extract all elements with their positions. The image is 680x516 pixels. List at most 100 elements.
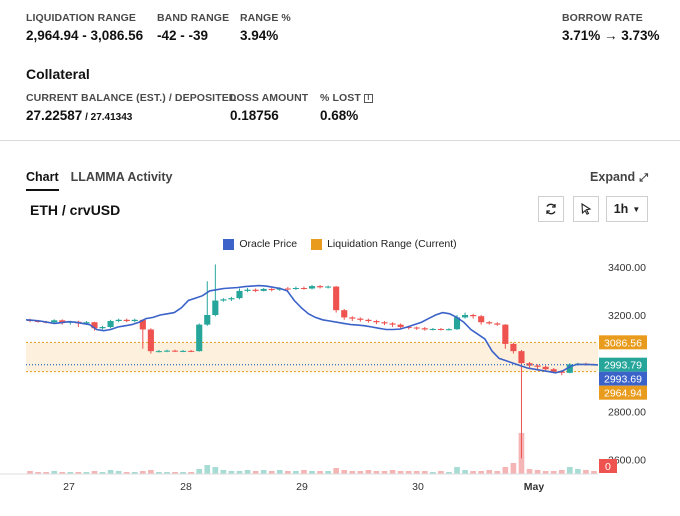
volume-bar	[438, 471, 444, 474]
volume-bar	[502, 467, 509, 474]
collateral-title: Collateral	[26, 66, 90, 82]
pct-lost-header: % LOST i	[320, 92, 373, 104]
tab-chart[interactable]: Chart	[26, 170, 59, 191]
candle-body	[325, 286, 332, 288]
volume-bar	[462, 470, 468, 474]
volume-bar	[123, 472, 130, 474]
refresh-button[interactable]	[538, 196, 564, 222]
candle-body	[252, 289, 259, 291]
expand-button[interactable]: Expand ⤢	[590, 170, 648, 185]
oracle-price-swatch	[223, 238, 235, 250]
range-pct-value: 3.94%	[240, 28, 279, 43]
volume-bar	[341, 470, 348, 474]
candle-body	[204, 315, 211, 325]
candle-body	[373, 321, 380, 323]
timeframe-select[interactable]: 1h ▼	[606, 196, 648, 222]
volume-bar	[180, 472, 186, 474]
candle-body	[115, 319, 122, 322]
volume-bar	[381, 471, 388, 474]
volume-bar	[107, 470, 114, 474]
volume-bar	[446, 472, 452, 474]
candle-body	[453, 317, 461, 330]
candle-body	[470, 315, 477, 317]
volume-bar	[67, 472, 74, 474]
volume-bar	[397, 471, 404, 474]
candle-body	[292, 288, 299, 290]
candle-body	[518, 351, 525, 364]
candle-body	[478, 316, 485, 323]
x-tick-label: May	[524, 481, 545, 493]
candle-body	[260, 288, 267, 291]
volume-bar	[550, 471, 557, 474]
volume-tag	[599, 459, 617, 473]
x-tick-label: 28	[180, 481, 192, 493]
candle-body	[357, 318, 364, 320]
borrow-rate-label: BORROW RATE	[562, 12, 643, 24]
candle-body	[566, 364, 573, 373]
volume-bar	[220, 470, 227, 474]
candle-body	[349, 317, 356, 319]
liquidation-band	[26, 342, 598, 372]
volume-bar	[494, 471, 501, 474]
price-tag-label: 2993.79	[604, 360, 642, 372]
chart-legend: Oracle Price Liquidation Range (Current)	[0, 238, 680, 250]
y-tick-label: 2600.00	[608, 455, 646, 467]
range-pct-stat: RANGE % 3.94%	[240, 12, 291, 43]
candle-body	[405, 327, 412, 329]
expand-label: Expand	[590, 170, 636, 184]
volume-bar	[139, 471, 146, 474]
refresh-icon	[546, 203, 556, 215]
band-range-value: -42 - -39	[157, 28, 209, 43]
volume-bar	[558, 470, 565, 474]
price-tag	[599, 335, 647, 350]
legend-liquidation-label: Liquidation Range (Current)	[327, 238, 457, 250]
section-divider	[0, 140, 680, 141]
volume-bar	[309, 471, 315, 474]
chart-tabs: Chart LLAMMA Activity	[26, 170, 173, 191]
volume-bar	[534, 470, 541, 474]
y-tick-label: 3400.00	[608, 262, 646, 274]
volume-bar	[470, 471, 476, 474]
loss-amount-stat: LOSS AMOUNT 0.18756	[230, 92, 308, 123]
volume-bar	[204, 465, 211, 474]
liquidation-range-stat: LIQUIDATION RANGE 2,964.94 - 3,086.56	[26, 12, 143, 43]
volume-bar	[583, 470, 589, 474]
candle-body	[83, 322, 90, 324]
volume-bar	[510, 463, 517, 474]
y-tick-label: 2800.00	[608, 406, 646, 418]
candle-body	[462, 315, 469, 318]
candle-body	[107, 321, 114, 328]
volume-bar	[131, 472, 138, 474]
volume-bar	[156, 472, 162, 474]
volume-bar	[301, 470, 307, 474]
volume-bar	[188, 472, 194, 474]
candle-body	[284, 288, 291, 290]
price-tag	[599, 357, 647, 372]
volume-bar	[526, 469, 533, 474]
volume-bar	[276, 470, 283, 474]
info-icon[interactable]: i	[363, 93, 373, 103]
legend-oracle-label: Oracle Price	[239, 238, 298, 250]
loss-amount-value: 0.18756	[230, 108, 279, 123]
volume-bar	[349, 471, 356, 474]
x-tick-label: 29	[296, 481, 308, 493]
volume-bar	[268, 471, 275, 474]
candle-body	[188, 350, 195, 352]
price-tag-label: 2964.94	[604, 388, 642, 400]
liquidation-range-swatch	[311, 238, 323, 250]
volume-bar	[325, 471, 331, 474]
tab-llamma-activity[interactable]: LLAMMA Activity	[70, 170, 173, 184]
price-tag	[599, 371, 647, 386]
volume-bar	[27, 471, 33, 474]
volume-bar	[35, 472, 41, 474]
timeframe-value: 1h	[613, 202, 629, 216]
cursor-button[interactable]	[573, 196, 599, 222]
candle-body	[437, 328, 444, 330]
volume-bar	[43, 472, 49, 474]
borrow-rate-stat: BORROW RATE 3.71% → 3.73%	[562, 12, 660, 43]
volume-bar	[486, 470, 493, 474]
volume-bar	[196, 469, 203, 474]
oracle-price-line	[25, 284, 599, 374]
candle-body	[534, 365, 541, 367]
